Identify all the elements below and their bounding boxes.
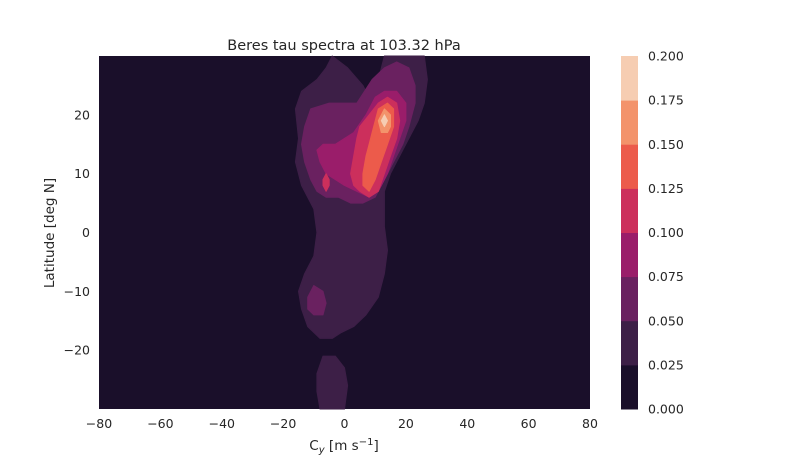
colorbar-tick-label: 0.050	[648, 313, 684, 328]
y-axis-label: Latitude [deg N]	[42, 178, 58, 288]
y-tick-label: 10	[74, 166, 90, 181]
colorbar-tick-label: 0.150	[648, 137, 684, 152]
x-tick-label: 80	[582, 416, 598, 431]
contour-region-level-7	[380, 114, 388, 128]
chart-title: Beres tau spectra at 103.32 hPa	[227, 38, 460, 54]
colorbar-tick-label: 0.000	[648, 402, 684, 417]
x-axis-ticks: −80 −60 −40 −20 0 20 40 60 80	[86, 416, 598, 431]
contour-region-level-4	[322, 173, 330, 192]
colorbar-swatch	[621, 364, 638, 410]
colorbar-tick-label: 0.025	[648, 357, 684, 372]
contour-region-level-1	[316, 355, 349, 410]
x-tick-label: −20	[270, 416, 296, 431]
x-tick-label: 60	[521, 416, 537, 431]
x-axis-label-main: C	[309, 438, 318, 454]
colorbar-swatch	[621, 144, 638, 189]
x-axis-label-units: [m s	[325, 438, 359, 454]
y-tick-label: 20	[74, 107, 90, 122]
colorbar-tick-label: 0.075	[648, 269, 684, 284]
x-axis-label-subscript: y	[318, 445, 326, 456]
colorbar-tick-label: 0.175	[648, 93, 684, 108]
colorbar: 0.000 0.025 0.050 0.075 0.100 0.125 0.150 0.175…	[621, 49, 684, 417]
y-tick-label: −10	[64, 284, 90, 299]
contour-region-level-2	[307, 285, 327, 316]
colorbar-swatch	[621, 232, 638, 278]
x-tick-label: 40	[459, 416, 475, 431]
colorbar-tick-label: 0.100	[648, 225, 684, 240]
y-tick-label: −20	[64, 343, 90, 358]
colorbar-swatch	[621, 276, 638, 322]
y-axis-ticks: −20 −10 0 10 20	[64, 107, 90, 357]
x-tick-label: 20	[398, 416, 414, 431]
x-axis-label-close: ]	[373, 438, 378, 454]
colorbar-swatch	[621, 320, 638, 366]
x-axis-label: Cy [m s−1]	[309, 437, 378, 456]
x-axis-label-exponent: −1	[359, 437, 374, 448]
plot-area	[99, 55, 590, 410]
y-tick-label: 0	[82, 225, 90, 240]
colorbar-swatch	[621, 56, 638, 101]
x-tick-label: −80	[86, 416, 112, 431]
contour-fills	[294, 55, 428, 410]
x-tick-label: −60	[147, 416, 173, 431]
colorbar-tick-label: 0.125	[648, 181, 684, 196]
x-tick-label: −40	[209, 416, 235, 431]
colorbar-tick-label: 0.200	[648, 49, 684, 64]
colorbar-swatch	[621, 100, 638, 145]
x-tick-label: 0	[341, 416, 349, 431]
colorbar-swatch	[621, 188, 638, 233]
